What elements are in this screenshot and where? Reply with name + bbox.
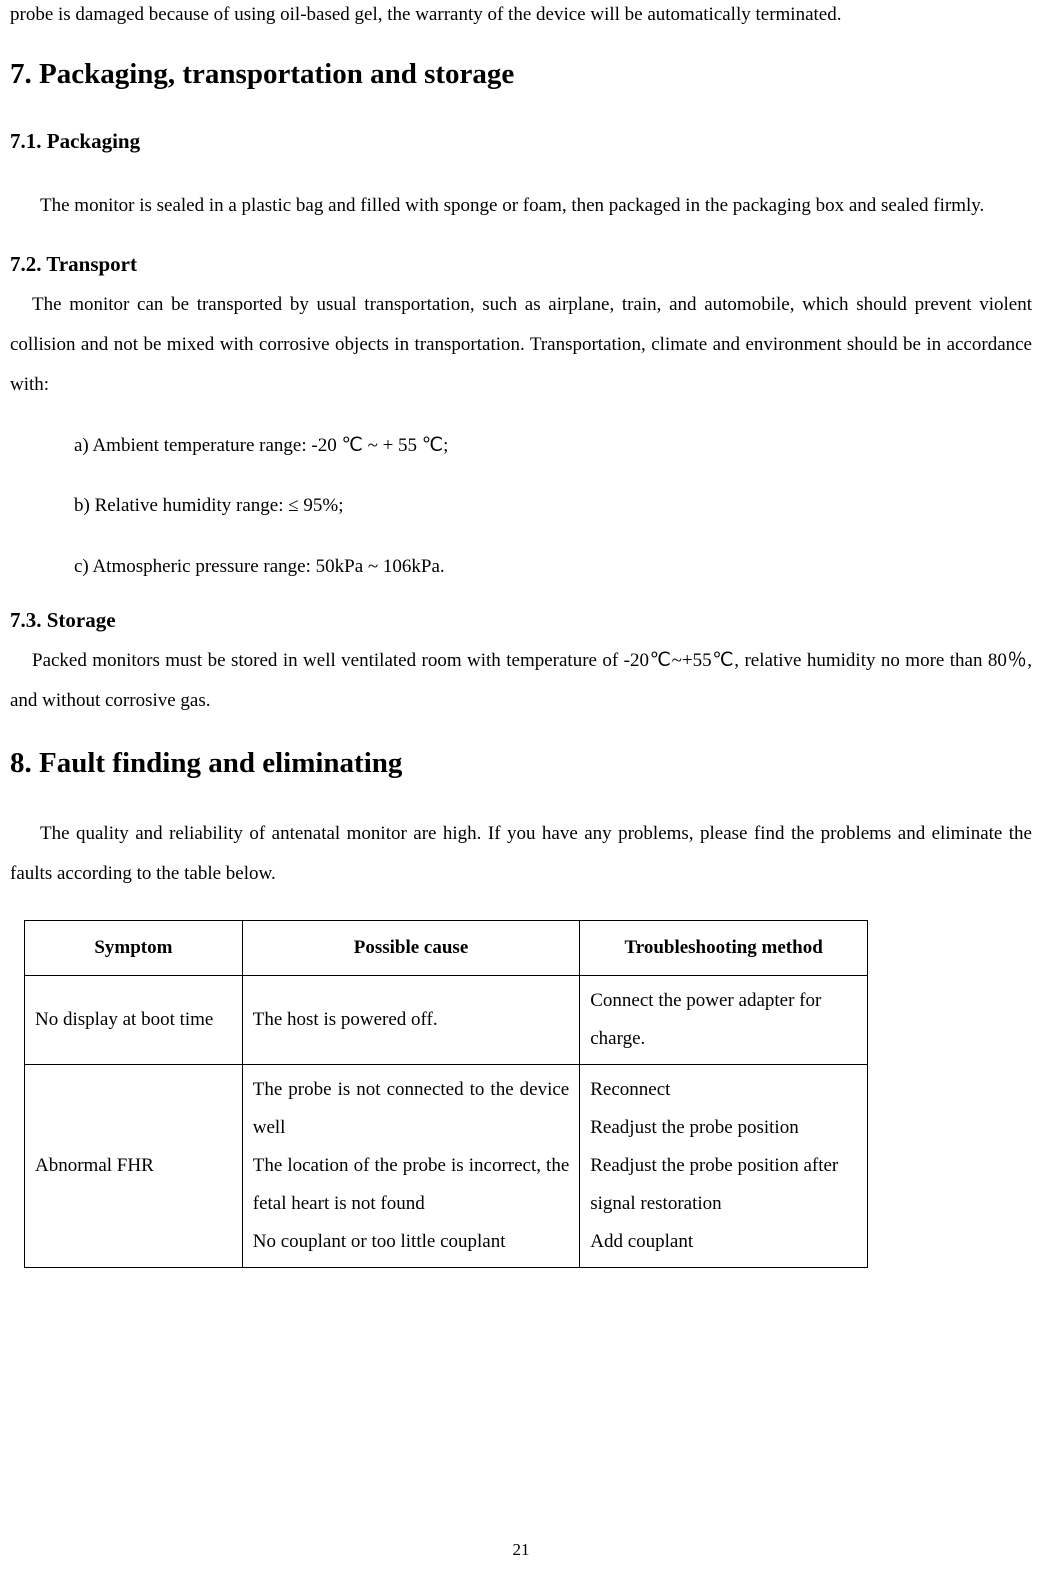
section-7-1-heading: 7.1. Packaging [10, 129, 1032, 154]
cell-cause: The probe is not connected to the device… [242, 1064, 580, 1267]
section-7-title: 7. Packaging, transportation and storage [10, 58, 1032, 91]
cell-method: Connect the power adapter for charge. [580, 975, 868, 1064]
table-row: No display at boot time The host is powe… [25, 975, 868, 1064]
list-item-b: b) Relative humidity range: ≤ 95%; [74, 491, 1032, 521]
cell-cause: The host is powered off. [242, 975, 580, 1064]
cell-symptom: Abnormal FHR [25, 1064, 243, 1267]
table-header-row: Symptom Possible cause Troubleshooting m… [25, 920, 868, 975]
page-number: 21 [0, 1540, 1042, 1560]
section-7-2-text: The monitor can be transported by usual … [10, 285, 1032, 405]
header-cause: Possible cause [242, 920, 580, 975]
section-7-1-text: The monitor is sealed in a plastic bag a… [10, 186, 1032, 226]
header-method: Troubleshooting method [580, 920, 868, 975]
list-item-c: c) Atmospheric pressure range: 50kPa ~ 1… [74, 552, 1032, 582]
section-7-3-heading: 7.3. Storage [10, 608, 1032, 633]
header-symptom: Symptom [25, 920, 243, 975]
troubleshooting-table: Symptom Possible cause Troubleshooting m… [24, 920, 868, 1268]
table-row: Abnormal FHR The probe is not connected … [25, 1064, 868, 1267]
list-item-a: a) Ambient temperature range: -20 ℃ ~ + … [74, 431, 1032, 461]
section-7-3-text: Packed monitors must be stored in well v… [10, 641, 1032, 721]
cell-symptom: No display at boot time [25, 975, 243, 1064]
section-8-text: The quality and reliability of antenatal… [10, 814, 1032, 894]
intro-fragment: probe is damaged because of using oil-ba… [10, 0, 1032, 30]
cell-method: ReconnectReadjust the probe positionRead… [580, 1064, 868, 1267]
section-7-2-heading: 7.2. Transport [10, 252, 1032, 277]
section-8-title: 8. Fault finding and eliminating [10, 747, 1032, 780]
